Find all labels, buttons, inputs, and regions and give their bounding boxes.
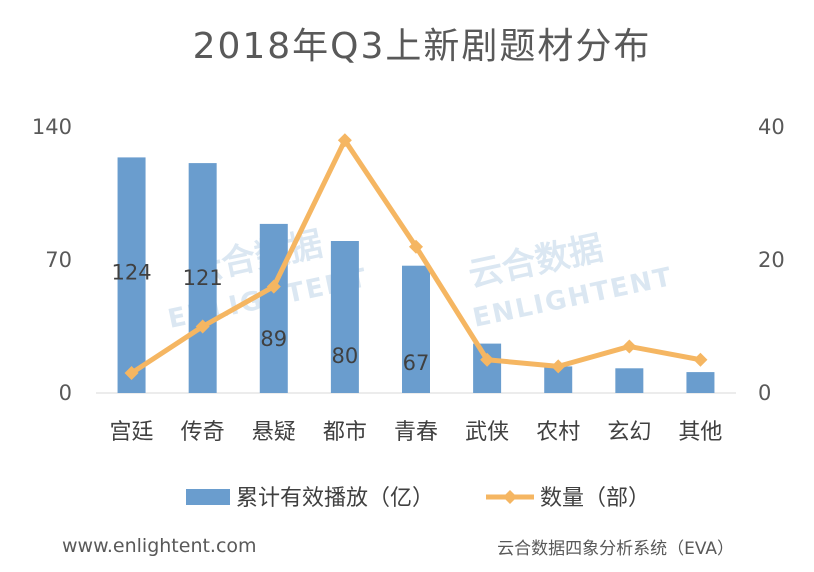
left-axis-ticks: 0 70 140 bbox=[32, 115, 72, 405]
category-label: 武侠 bbox=[465, 420, 509, 445]
bar-data-label: 121 bbox=[183, 266, 223, 290]
line-point bbox=[693, 352, 708, 367]
category-label: 宫廷 bbox=[110, 420, 154, 445]
footer-source: 云合数据四象分析系统（EVA） bbox=[497, 539, 734, 559]
bar bbox=[117, 157, 146, 393]
left-tick-label: 0 bbox=[59, 381, 72, 405]
right-tick-label: 20 bbox=[758, 248, 785, 272]
bar-data-label: 124 bbox=[112, 260, 152, 284]
category-label: 其他 bbox=[678, 420, 722, 445]
line-point bbox=[195, 319, 210, 334]
legend-line-marker bbox=[503, 490, 517, 504]
right-axis-ticks: 0 20 40 bbox=[758, 115, 785, 405]
legend-bar-swatch bbox=[186, 489, 230, 505]
bar bbox=[402, 265, 430, 393]
category-label: 玄幻 bbox=[607, 420, 651, 445]
line-point bbox=[337, 133, 352, 148]
bar bbox=[330, 241, 359, 393]
line-series bbox=[124, 133, 708, 381]
bar bbox=[188, 163, 217, 393]
left-tick-label: 140 bbox=[32, 115, 72, 139]
line-point bbox=[551, 359, 566, 374]
line-point bbox=[266, 279, 281, 294]
category-label: 悬疑 bbox=[252, 420, 296, 445]
left-tick-label: 70 bbox=[45, 248, 72, 272]
data-labels: 124 121 89 80 67 bbox=[112, 260, 430, 375]
legend-bar-label: 累计有效播放（亿） bbox=[236, 486, 434, 511]
bar-data-label: 80 bbox=[332, 344, 359, 368]
line-point bbox=[124, 366, 139, 381]
legend-line-label: 数量（部） bbox=[540, 486, 650, 511]
category-label: 农村 bbox=[536, 420, 580, 445]
category-label: 青春 bbox=[394, 420, 438, 445]
bar-data-label: 67 bbox=[403, 351, 430, 375]
right-tick-label: 0 bbox=[758, 381, 771, 405]
bar-data-label: 89 bbox=[260, 327, 287, 351]
line-point bbox=[480, 352, 495, 367]
line-point bbox=[622, 339, 637, 354]
line-point bbox=[409, 239, 423, 254]
chart-title: 2018年Q3上新剧题材分布 bbox=[193, 26, 652, 67]
bar bbox=[473, 343, 502, 393]
category-label: 传奇 bbox=[181, 420, 225, 445]
bar bbox=[259, 223, 288, 393]
right-tick-label: 40 bbox=[758, 115, 785, 139]
footer-website: www.enlightent.com bbox=[62, 535, 257, 557]
bar bbox=[686, 372, 715, 393]
bar bbox=[615, 368, 644, 393]
legend: 累计有效播放（亿） 数量（部） bbox=[186, 486, 650, 511]
category-label: 都市 bbox=[323, 420, 367, 445]
bar-series bbox=[117, 157, 715, 393]
category-labels: 宫廷 传奇 悬疑 都市 青春 武侠 农村 玄幻 其他 bbox=[110, 420, 723, 445]
